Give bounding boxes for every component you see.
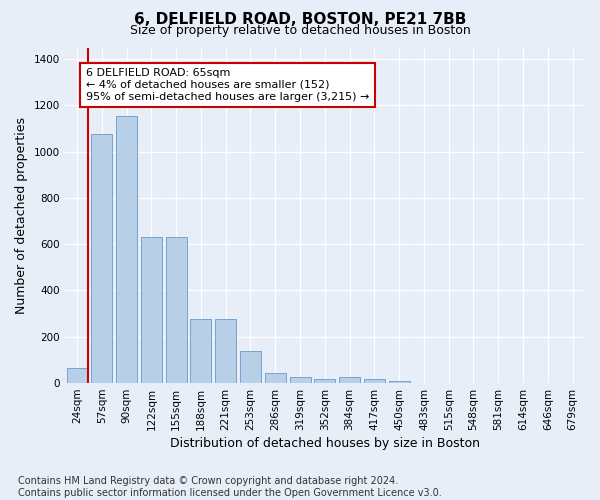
Text: Contains HM Land Registry data © Crown copyright and database right 2024.
Contai: Contains HM Land Registry data © Crown c… <box>18 476 442 498</box>
Text: Size of property relative to detached houses in Boston: Size of property relative to detached ho… <box>130 24 470 37</box>
Bar <box>265 372 286 383</box>
Bar <box>364 379 385 383</box>
Bar <box>240 350 261 383</box>
Bar <box>215 320 236 383</box>
Y-axis label: Number of detached properties: Number of detached properties <box>15 117 28 314</box>
Bar <box>91 134 112 383</box>
Bar <box>389 381 410 383</box>
Text: 6, DELFIELD ROAD, BOSTON, PE21 7BB: 6, DELFIELD ROAD, BOSTON, PE21 7BB <box>134 12 466 28</box>
Bar <box>339 378 360 383</box>
Bar <box>141 238 162 383</box>
Bar <box>190 320 211 383</box>
Bar <box>116 116 137 383</box>
Bar <box>67 368 88 383</box>
Bar <box>314 379 335 383</box>
Bar <box>166 238 187 383</box>
X-axis label: Distribution of detached houses by size in Boston: Distribution of detached houses by size … <box>170 437 480 450</box>
Text: 6 DELFIELD ROAD: 65sqm
← 4% of detached houses are smaller (152)
95% of semi-det: 6 DELFIELD ROAD: 65sqm ← 4% of detached … <box>86 68 369 102</box>
Bar <box>290 378 311 383</box>
